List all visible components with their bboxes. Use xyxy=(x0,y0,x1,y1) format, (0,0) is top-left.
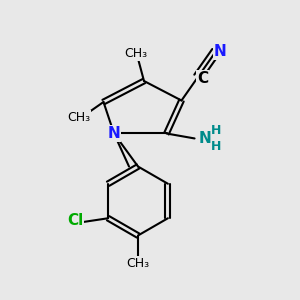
Text: CH₃: CH₃ xyxy=(68,111,91,124)
Text: N: N xyxy=(108,126,120,141)
Text: CH₃: CH₃ xyxy=(124,47,147,60)
Text: N: N xyxy=(214,44,227,59)
Text: Cl: Cl xyxy=(67,213,83,228)
Text: H: H xyxy=(211,124,222,136)
Text: C: C xyxy=(197,71,208,86)
Text: H: H xyxy=(211,140,222,153)
Text: N: N xyxy=(199,131,212,146)
Text: CH₃: CH₃ xyxy=(126,257,150,270)
